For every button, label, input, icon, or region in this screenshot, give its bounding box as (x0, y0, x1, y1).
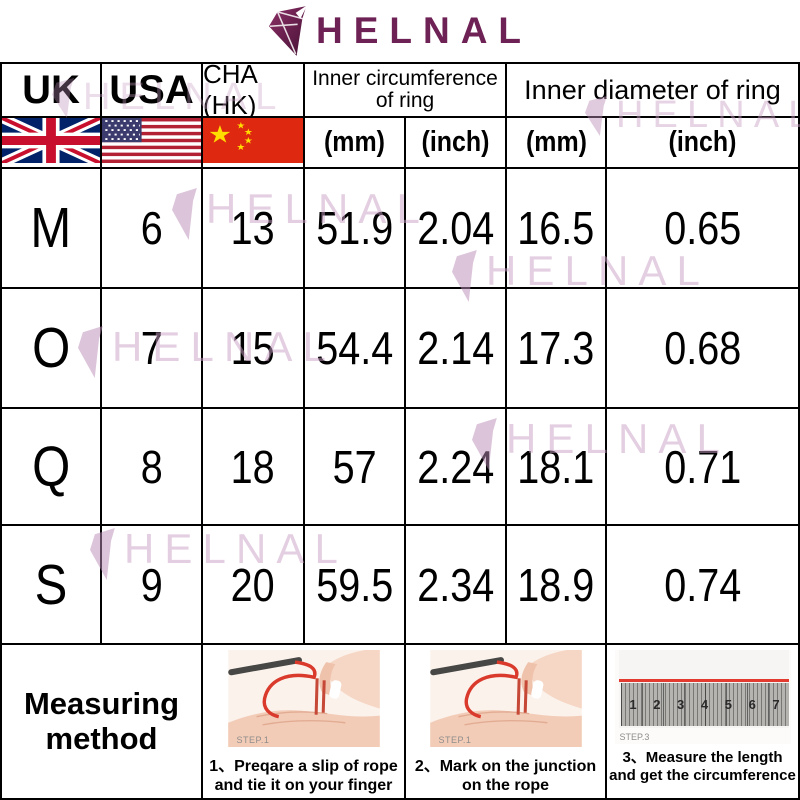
table-row-cell: 2.34 (406, 526, 507, 645)
step1-caption: 1、Preqare a slip of rope and tie it on y… (209, 758, 398, 795)
size-table: UK USA CHA (HK) Inner circumference of r… (0, 62, 800, 800)
table-row-cell: 59.5 (305, 526, 406, 645)
ruler-photo: 1 2 3 4 5 6 7 STEP.3 (614, 650, 791, 744)
diameter-mm-unit: (mm) (507, 118, 607, 169)
usa-flag-cell (102, 118, 203, 169)
table-row-cell: S (0, 526, 102, 645)
rope-line (618, 679, 789, 682)
table-row-cell: 57 (305, 409, 406, 526)
table-row-cell: 0.68 (607, 289, 800, 409)
table-row-cell: 51.9 (305, 169, 406, 289)
table-row-cell: 2.24 (406, 409, 507, 526)
china-flag-icon: ★ ★ ★ ★ ★ (203, 118, 303, 163)
brand-logo: HELNAL (0, 0, 800, 62)
table-row-cell: Q (0, 409, 102, 526)
svg-text:★: ★ (236, 121, 245, 131)
step-label: STEP.3 (619, 732, 650, 742)
brand-name: HELNAL (315, 10, 533, 51)
table-row-cell: 20 (203, 526, 305, 645)
measuring-method-title: Measuring method (0, 645, 203, 800)
svg-text:★: ★ (208, 122, 232, 148)
step-label: STEP.1 (236, 735, 270, 745)
table-row-cell: 18.9 (507, 526, 607, 645)
header-uk: UK (0, 62, 102, 118)
header-inner-diameter: Inner diameter of ring (507, 62, 800, 118)
step-label: STEP.1 (438, 735, 472, 745)
usa-flag-icon (102, 118, 201, 163)
uk-flag-cell (0, 118, 102, 169)
diamond-logo-icon (268, 5, 308, 56)
table-row-cell: 0.74 (607, 526, 800, 645)
uk-flag-icon (2, 118, 100, 163)
table-row-cell: 0.65 (607, 169, 800, 289)
header-usa: USA (102, 62, 203, 118)
step2-caption: 2、Mark on the junction on the rope (414, 758, 597, 795)
diameter-inch-unit: (inch) (607, 118, 800, 169)
table-row-cell: 7 (102, 289, 203, 409)
svg-text:★: ★ (236, 143, 245, 153)
step1-photo: STEP.1 (227, 650, 380, 752)
table-row-cell: 6 (102, 169, 203, 289)
table-row-cell: 54.4 (305, 289, 406, 409)
table-row-cell: 15 (203, 289, 305, 409)
header-inner-circumference: Inner circumference of ring (305, 62, 507, 118)
circumference-inch-unit: (inch) (406, 118, 507, 169)
hand-with-rope-image (227, 650, 380, 747)
table-row-cell: 16.5 (507, 169, 607, 289)
hand-with-rope-image (429, 650, 582, 747)
measuring-step-2: STEP.1 2、Mark on the junction on the rop… (406, 645, 607, 800)
table-row-cell: 0.71 (607, 409, 800, 526)
table-row-cell: 13 (203, 169, 305, 289)
svg-text:★: ★ (244, 136, 253, 146)
svg-text:★: ★ (244, 128, 253, 138)
table-row-cell: 2.14 (406, 289, 507, 409)
table-row-cell: 8 (102, 409, 203, 526)
measuring-step-3: 1 2 3 4 5 6 7 STEP.3 3、Measure the lengt… (607, 645, 800, 800)
header-cha-hk: CHA (HK) (203, 62, 305, 118)
table-row-cell: 9 (102, 526, 203, 645)
ruler-icon: 1 2 3 4 5 6 7 (620, 683, 789, 726)
step2-photo: STEP.1 (429, 650, 582, 752)
measuring-step-1: STEP.1 1、Preqare a slip of rope and tie … (203, 645, 406, 800)
circumference-mm-unit: (mm) (305, 118, 406, 169)
table-row-cell: 18 (203, 409, 305, 526)
table-row-cell: O (0, 289, 102, 409)
table-row-cell: M (0, 169, 102, 289)
table-row-cell: 2.04 (406, 169, 507, 289)
table-row-cell: 18.1 (507, 409, 607, 526)
ruler-numbers: 1 2 3 4 5 6 7 (629, 697, 780, 712)
table-row-cell: 17.3 (507, 289, 607, 409)
step3-caption: 3、Measure the length and get the circumf… (609, 749, 796, 784)
china-flag-cell: ★ ★ ★ ★ ★ (203, 118, 305, 169)
